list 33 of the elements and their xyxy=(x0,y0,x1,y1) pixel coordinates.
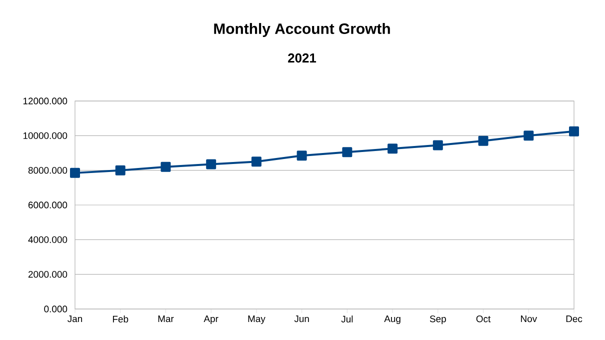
point xyxy=(296,150,307,161)
point xyxy=(251,156,262,167)
y-tick-label: 6000.000 xyxy=(28,202,68,208)
x-tick-label: Nov xyxy=(521,316,538,322)
x-tick-label: Sep xyxy=(430,316,446,324)
x-tick-label: Jan xyxy=(68,316,82,322)
chart-title: Monthly Account Growth xyxy=(214,23,390,37)
chart-subtitle: 2021 xyxy=(288,53,316,63)
x-tick-label: May xyxy=(248,316,266,324)
point xyxy=(206,159,216,170)
x-tick-label: Feb xyxy=(112,316,128,322)
point xyxy=(160,162,171,172)
point xyxy=(70,168,80,178)
x-tick-label: Mar xyxy=(158,316,174,322)
x-tick-label: Dec xyxy=(566,316,582,322)
point xyxy=(569,126,580,136)
x-tick-label: Jul xyxy=(341,316,353,322)
y-tick-label: 10000.000 xyxy=(23,132,68,140)
x-tick-label: Jun xyxy=(294,316,309,322)
point xyxy=(115,165,126,176)
x-tick-label: Apr xyxy=(204,316,218,324)
y-tick-label: 2000.000 xyxy=(28,270,68,278)
y-tick-label: 4000.000 xyxy=(28,236,68,244)
y-tick-label: 0.000 xyxy=(44,306,68,312)
point xyxy=(342,147,352,158)
point xyxy=(432,140,443,150)
x-tick-label: Oct xyxy=(476,316,491,322)
y-tick-label: 8000.000 xyxy=(28,166,68,174)
y-tick-label: 12000.000 xyxy=(23,98,68,104)
point xyxy=(524,130,534,141)
x-tick-label: Aug xyxy=(384,316,400,324)
point xyxy=(388,144,398,154)
point xyxy=(478,136,488,146)
